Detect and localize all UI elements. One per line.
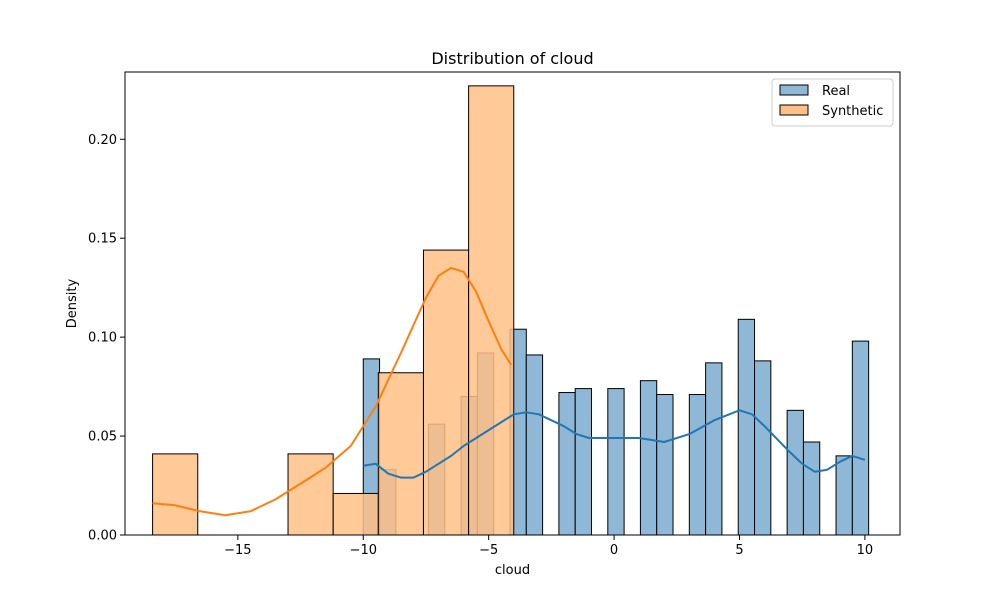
real-bar-11 [656, 394, 674, 536]
real-bar-8 [574, 388, 593, 536]
y-tick-label: 0.20 [88, 133, 117, 148]
bars-layer [152, 85, 870, 536]
real-bar-19 [851, 340, 870, 536]
x-axis: −15 −10 −5 0 5 10 [224, 535, 873, 558]
real-bar-13 [705, 362, 723, 536]
synthetic-bar-0 [152, 453, 199, 536]
chart-title: Distribution of cloud [431, 49, 593, 68]
real-bar-14 [737, 318, 756, 536]
real-bar-6 [525, 354, 544, 536]
y-tick-label: 0.00 [88, 529, 117, 544]
real-bar-10 [639, 380, 658, 536]
real-bar-17 [802, 441, 821, 536]
real-bar-7 [558, 392, 576, 536]
real-kde-line [363, 409, 866, 479]
x-tick-label: −15 [224, 543, 251, 558]
y-axis: 0.00 0.05 0.10 0.15 0.20 [88, 133, 125, 544]
real-bar-16 [786, 409, 804, 536]
real-bar-9 [607, 388, 625, 536]
real-bar-18 [835, 455, 853, 536]
kde-layer [152, 266, 866, 517]
synthetic-bar-4 [422, 249, 470, 536]
synthetic-bar-3 [377, 372, 424, 536]
y-tick-label: 0.15 [88, 232, 117, 247]
legend-swatch-real [779, 84, 809, 96]
y-tick-label: 0.10 [88, 331, 117, 346]
x-tick-label: −10 [350, 543, 377, 558]
synthetic-bar-5 [468, 85, 515, 536]
y-tick-label: 0.05 [88, 430, 117, 445]
legend-label-synthetic: Synthetic [822, 104, 883, 119]
real-bar-12 [688, 394, 707, 536]
x-tick-label: 5 [735, 543, 743, 558]
legend-label-real: Real [822, 84, 850, 99]
synthetic-bar-2 [332, 492, 379, 536]
legend: Real Synthetic [771, 78, 894, 127]
real-bar-15 [754, 360, 772, 536]
legend-swatch-synthetic [779, 104, 809, 116]
synthetic-kde-line [152, 266, 513, 517]
x-axis-title: cloud [495, 563, 530, 578]
x-tick-label: −5 [479, 543, 498, 558]
x-tick-label: 0 [610, 543, 618, 558]
y-axis-title: Density [65, 278, 80, 328]
x-tick-label: 10 [857, 543, 874, 558]
plot-frame [124, 71, 901, 536]
